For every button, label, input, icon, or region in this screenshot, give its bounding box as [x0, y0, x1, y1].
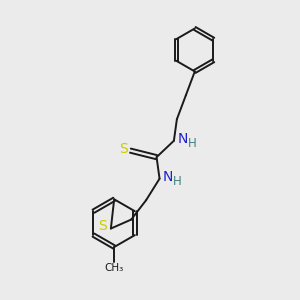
- Text: CH₃: CH₃: [104, 263, 124, 274]
- Text: N: N: [163, 170, 173, 184]
- Text: S: S: [119, 142, 128, 156]
- Text: H: H: [188, 137, 196, 150]
- Text: S: S: [98, 219, 107, 233]
- Text: N: N: [178, 132, 188, 146]
- Text: H: H: [172, 175, 181, 188]
